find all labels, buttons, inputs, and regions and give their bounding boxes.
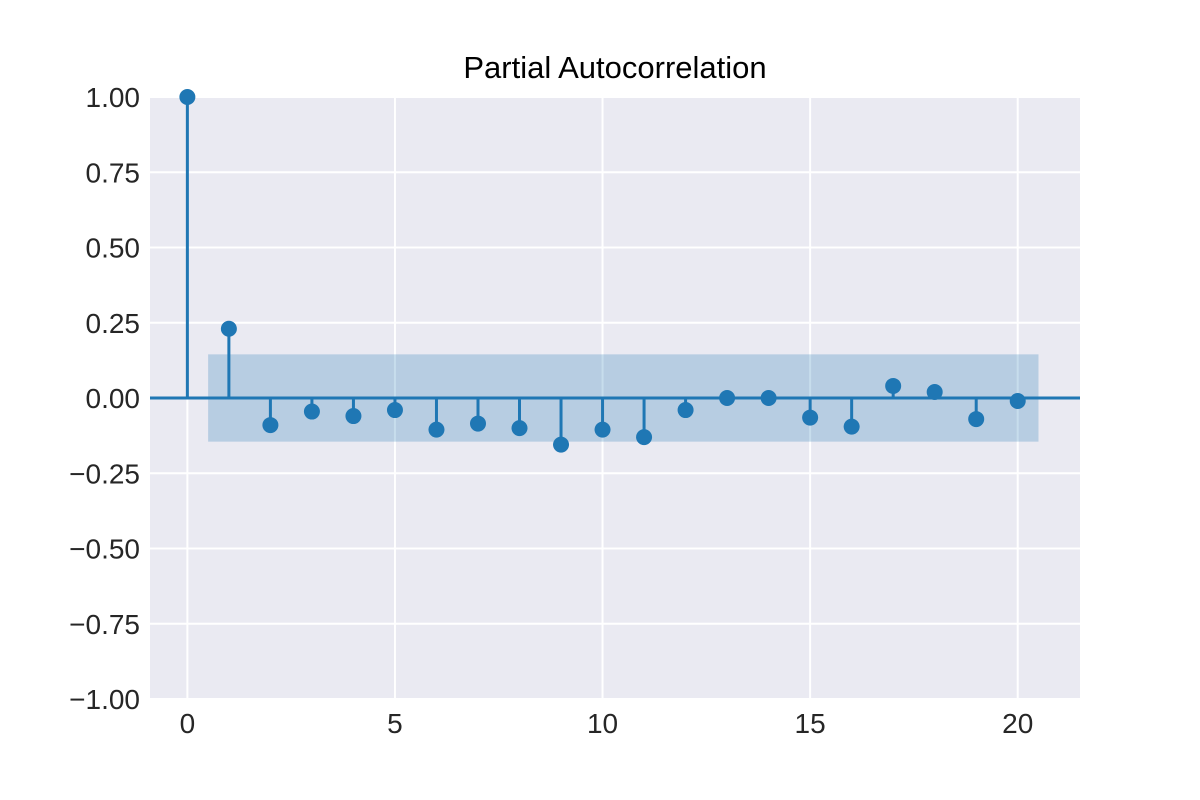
stem-marker-lag-9 <box>553 436 570 453</box>
tick-labels: 1.00 0.75 0.50 0.25 0.00 −0.25 −0.50 −0.75 −1.00… <box>69 82 1033 739</box>
stem-marker-lag-11 <box>636 429 653 446</box>
y-tick-label: 0.00 <box>86 383 141 414</box>
stem-marker-lag-20 <box>1009 393 1026 410</box>
stem-marker-lag-13 <box>719 390 736 406</box>
stem-marker-lag-0 <box>179 89 196 105</box>
y-tick-label: 0.75 <box>86 157 141 188</box>
x-tick-label: 0 <box>180 708 196 739</box>
stem-marker-lag-17 <box>885 377 902 394</box>
x-tick-label: 20 <box>1002 708 1033 739</box>
stem-marker-lag-4 <box>345 408 362 425</box>
y-tick-label: 0.50 <box>86 233 141 264</box>
y-tick-label: −0.75 <box>69 609 140 640</box>
stem-marker-lag-6 <box>428 421 445 438</box>
stem-marker-lag-7 <box>469 415 486 432</box>
y-tick-label: −0.25 <box>69 458 140 489</box>
y-tick-label: 0.25 <box>86 308 141 339</box>
y-tick-label: 1.00 <box>86 82 141 113</box>
x-tick-label: 10 <box>587 708 618 739</box>
chart-title: Partial Autocorrelation <box>463 50 766 85</box>
stem-marks <box>150 89 1080 453</box>
x-tick-label: 15 <box>795 708 826 739</box>
y-tick-label: −1.00 <box>69 684 140 715</box>
y-tick-label: −0.50 <box>69 534 140 565</box>
x-tick-label: 5 <box>387 708 403 739</box>
stem-marker-lag-8 <box>511 420 528 437</box>
stem-marker-lag-19 <box>968 411 985 428</box>
stem-marker-lag-1 <box>220 320 237 337</box>
stem-marker-lag-5 <box>386 402 403 419</box>
stem-marker-lag-15 <box>802 409 819 426</box>
stem-marker-lag-14 <box>760 390 777 406</box>
stem-marker-lag-16 <box>843 418 860 435</box>
stem-marker-lag-3 <box>303 403 320 420</box>
stem-marker-lag-10 <box>594 421 611 438</box>
stem-marker-lag-2 <box>262 417 279 434</box>
stem-marker-lag-12 <box>677 402 694 419</box>
stem-marker-lag-18 <box>926 383 943 400</box>
